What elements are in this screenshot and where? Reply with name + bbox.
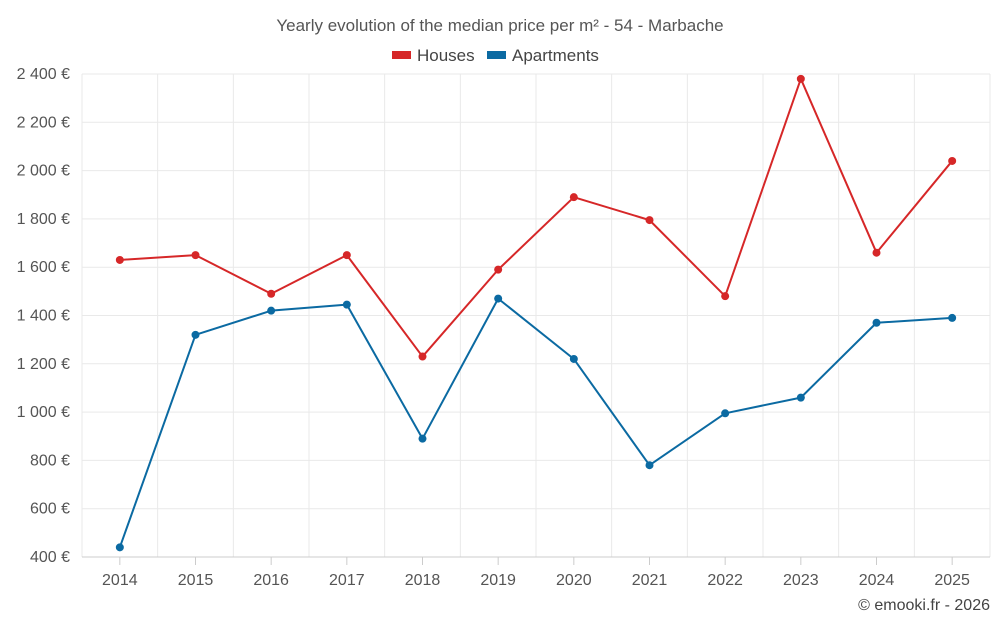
data-point-apartments-2025[interactable] (948, 313, 957, 322)
x-axis-ticks: 2014 2015 2016 2017 2018 2019 2020 2021 2022 2023… (102, 557, 970, 589)
y-tick-label: 1 400 € (17, 308, 70, 325)
x-tick-label: 2021 (632, 572, 668, 589)
data-point-apartments-2024[interactable] (872, 318, 881, 327)
data-point-houses-2015[interactable] (191, 251, 200, 260)
y-tick-label: 1 600 € (17, 259, 70, 276)
x-tick-label: 2018 (405, 572, 441, 589)
x-tick-label: 2020 (556, 572, 592, 589)
x-tick-label: 2022 (707, 572, 743, 589)
credit-text: © emooki.fr - 2026 (858, 597, 990, 614)
series-houses (115, 74, 957, 361)
legend-label-houses[interactable]: Houses (417, 46, 475, 65)
data-point-houses-2024[interactable] (872, 248, 881, 257)
legend-swatch-houses (392, 51, 411, 59)
data-point-apartments-2018[interactable] (418, 434, 427, 443)
data-point-houses-2017[interactable] (342, 251, 351, 260)
data-point-houses-2019[interactable] (494, 265, 503, 274)
y-tick-label: 1 000 € (17, 404, 70, 421)
data-point-houses-2025[interactable] (948, 156, 957, 165)
data-point-houses-2016[interactable] (267, 289, 276, 298)
data-point-houses-2018[interactable] (418, 352, 427, 361)
data-point-houses-2020[interactable] (569, 193, 578, 202)
data-point-apartments-2015[interactable] (191, 330, 200, 339)
x-tick-label: 2019 (480, 572, 516, 589)
y-tick-label: 800 € (30, 452, 70, 469)
x-tick-label: 2023 (783, 572, 819, 589)
data-point-houses-2014[interactable] (115, 255, 124, 264)
data-point-apartments-2014[interactable] (115, 543, 124, 552)
y-tick-label: 2 400 € (17, 66, 70, 83)
data-point-apartments-2020[interactable] (569, 354, 578, 363)
legend-label-apartments[interactable]: Apartments (512, 46, 599, 65)
chart-title: Yearly evolution of the median price per… (276, 16, 723, 35)
y-tick-label: 1 800 € (17, 211, 70, 228)
y-tick-label: 1 200 € (17, 356, 70, 373)
series-line-apartments (118, 297, 953, 548)
data-point-apartments-2021[interactable] (645, 461, 654, 470)
y-tick-label: 2 000 € (17, 163, 70, 180)
x-tick-label: 2016 (253, 572, 289, 589)
x-tick-label: 2017 (329, 572, 365, 589)
data-point-houses-2023[interactable] (796, 74, 805, 83)
legend: Houses Apartments (392, 46, 599, 65)
y-axis-ticks: 400 € 600 € 800 € 1 000 € 1 200 € 1 400 € 1 60… (17, 66, 70, 566)
data-point-apartments-2022[interactable] (721, 409, 730, 418)
data-point-apartments-2017[interactable] (342, 300, 351, 309)
series-apartments (115, 294, 957, 552)
x-tick-label: 2024 (859, 572, 895, 589)
y-tick-label: 400 € (30, 549, 70, 566)
grid (81, 73, 991, 558)
series-layer (115, 74, 957, 552)
y-tick-label: 2 200 € (17, 114, 70, 131)
x-tick-label: 2025 (934, 572, 970, 589)
data-point-apartments-2016[interactable] (267, 306, 276, 315)
series-line-houses (119, 77, 953, 358)
data-point-apartments-2023[interactable] (796, 393, 805, 402)
x-tick-label: 2014 (102, 572, 138, 589)
data-point-houses-2022[interactable] (721, 292, 730, 301)
data-point-houses-2021[interactable] (645, 216, 654, 225)
x-tick-label: 2015 (178, 572, 214, 589)
legend-swatch-apartments (487, 51, 506, 59)
y-tick-label: 600 € (30, 501, 70, 518)
data-point-apartments-2019[interactable] (494, 294, 503, 303)
